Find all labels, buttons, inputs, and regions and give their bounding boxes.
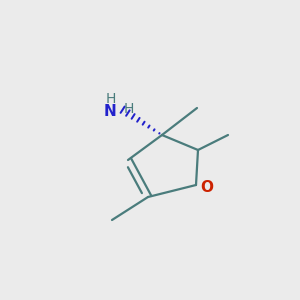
Text: O: O	[200, 179, 213, 194]
Text: N: N	[103, 103, 116, 118]
Text: H: H	[124, 102, 134, 116]
Text: H: H	[106, 92, 116, 106]
